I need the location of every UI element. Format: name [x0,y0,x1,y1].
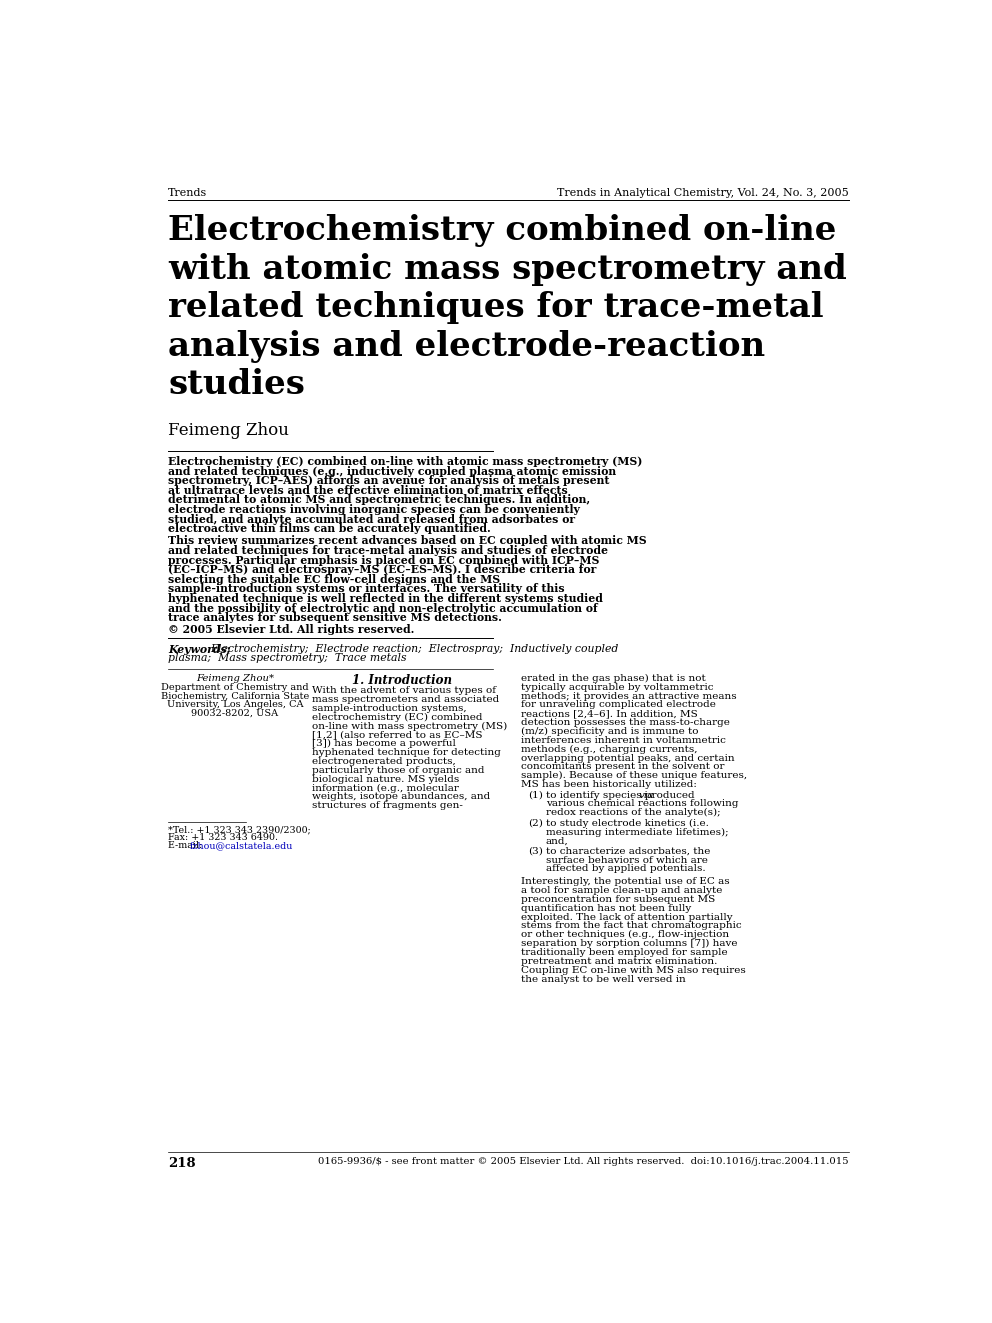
Text: separation by sorption columns [7]) have: separation by sorption columns [7]) have [521,939,737,949]
Text: selecting the suitable EC flow-cell designs and the MS: selecting the suitable EC flow-cell desi… [169,574,500,585]
Text: (EC–ICP–MS) and electrospray–MS (EC–ES–MS). I describe criteria for: (EC–ICP–MS) and electrospray–MS (EC–ES–M… [169,564,596,576]
Text: electrogenerated products,: electrogenerated products, [311,757,455,766]
Text: various chemical reactions following: various chemical reactions following [546,799,738,808]
Text: measuring intermediate lifetimes);: measuring intermediate lifetimes); [546,827,728,836]
Text: Biochemistry, California State: Biochemistry, California State [161,692,309,701]
Text: for unraveling complicated electrode: for unraveling complicated electrode [521,700,715,709]
Text: Department of Chemistry and: Department of Chemistry and [161,683,309,692]
Text: the analyst to be well versed in: the analyst to be well versed in [521,975,685,983]
Text: processes. Particular emphasis is placed on EC combined with ICP–MS: processes. Particular emphasis is placed… [169,554,599,565]
Text: [3]) has become a powerful: [3]) has become a powerful [311,740,455,749]
Text: analysis and electrode-reaction: analysis and electrode-reaction [169,329,765,363]
Text: (3): (3) [529,847,544,856]
Text: mass spectrometers and associated: mass spectrometers and associated [311,695,499,704]
Text: surface behaviors of which are: surface behaviors of which are [546,856,707,865]
Text: quantification has not been fully: quantification has not been fully [521,904,691,913]
Text: a tool for sample clean-up and analyte: a tool for sample clean-up and analyte [521,886,722,896]
Text: Electrochemistry combined on-line: Electrochemistry combined on-line [169,214,836,247]
Text: electroactive thin films can be accurately quantified.: electroactive thin films can be accurate… [169,524,491,534]
Text: and the possibility of electrolytic and non-electrolytic accumulation of: and the possibility of electrolytic and … [169,603,598,614]
Text: to characterize adsorbates, the: to characterize adsorbates, the [546,847,710,856]
Text: structures of fragments gen-: structures of fragments gen- [311,802,462,810]
Text: trace analytes for subsequent sensitive MS detections.: trace analytes for subsequent sensitive … [169,613,502,623]
Text: (m/z) specificity and is immune to: (m/z) specificity and is immune to [521,728,698,736]
Text: and,: and, [546,836,568,845]
Text: affected by applied potentials.: affected by applied potentials. [546,864,705,873]
Text: sample-introduction systems,: sample-introduction systems, [311,704,466,713]
Text: *Tel.: +1 323 343 2390/2300;: *Tel.: +1 323 343 2390/2300; [169,826,310,835]
Text: hyphenated technique is well reflected in the different systems studied: hyphenated technique is well reflected i… [169,593,603,605]
Text: plasma;  Mass spectrometry;  Trace metals: plasma; Mass spectrometry; Trace metals [169,654,407,664]
Text: electrode reactions involving inorganic species can be conveniently: electrode reactions involving inorganic … [169,504,580,515]
Text: electrochemistry (EC) combined: electrochemistry (EC) combined [311,713,482,722]
Text: on-line with mass spectrometry (MS): on-line with mass spectrometry (MS) [311,721,507,730]
Text: hyphenated technique for detecting: hyphenated technique for detecting [311,749,500,757]
Text: pretreatment and matrix elimination.: pretreatment and matrix elimination. [521,957,717,966]
Text: to identify species produced: to identify species produced [546,791,697,799]
Text: concomitants present in the solvent or: concomitants present in the solvent or [521,762,724,771]
Text: with atomic mass spectrometry and: with atomic mass spectrometry and [169,253,847,286]
Text: Keywords:: Keywords: [169,644,231,655]
Text: traditionally been employed for sample: traditionally been employed for sample [521,949,727,957]
Text: (2): (2) [529,819,544,828]
Text: University, Los Angeles, CA: University, Los Angeles, CA [167,700,304,709]
Text: typically acquirable by voltammetric: typically acquirable by voltammetric [521,683,713,692]
Text: or other techniques (e.g., flow-injection: or other techniques (e.g., flow-injectio… [521,930,729,939]
Text: Coupling EC on-line with MS also requires: Coupling EC on-line with MS also require… [521,966,746,975]
Text: studies: studies [169,368,306,401]
Text: detrimental to atomic MS and spectrometric techniques. In addition,: detrimental to atomic MS and spectrometr… [169,495,590,505]
Text: 1. Introduction: 1. Introduction [352,673,452,687]
Text: sample-introduction systems or interfaces. The versatility of this: sample-introduction systems or interface… [169,583,564,594]
Text: Interestingly, the potential use of EC as: Interestingly, the potential use of EC a… [521,877,729,886]
Text: at ultratrace levels and the effective elimination of matrix effects: at ultratrace levels and the effective e… [169,484,568,496]
Text: related techniques for trace-metal: related techniques for trace-metal [169,291,823,324]
Text: preconcentration for subsequent MS: preconcentration for subsequent MS [521,894,715,904]
Text: fzhou@calstatela.edu: fzhou@calstatela.edu [189,841,294,849]
Text: E-mail:: E-mail: [169,841,205,849]
Text: Feimeng Zhou: Feimeng Zhou [169,422,289,439]
Text: [1,2] (also referred to as EC–MS: [1,2] (also referred to as EC–MS [311,730,482,740]
Text: © 2005 Elsevier Ltd. All rights reserved.: © 2005 Elsevier Ltd. All rights reserved… [169,624,415,635]
Text: Electrochemistry;  Electrode reaction;  Electrospray;  Inductively coupled: Electrochemistry; Electrode reaction; El… [210,644,618,654]
Text: and related techniques (e.g., inductively coupled plasma atomic emission: and related techniques (e.g., inductivel… [169,466,616,476]
Text: (1): (1) [529,791,544,799]
Text: exploited. The lack of attention partially: exploited. The lack of attention partial… [521,913,732,922]
Text: via: via [639,791,655,799]
Text: to study electrode kinetics (i.e.: to study electrode kinetics (i.e. [546,819,708,828]
Text: methods; it provides an attractive means: methods; it provides an attractive means [521,692,736,701]
Text: With the advent of various types of: With the advent of various types of [311,687,496,695]
Text: Trends in Analytical Chemistry, Vol. 24, No. 3, 2005: Trends in Analytical Chemistry, Vol. 24,… [557,188,848,198]
Text: detection possesses the mass-to-charge: detection possesses the mass-to-charge [521,718,730,728]
Text: spectrometry, ICP–AES) affords an avenue for analysis of metals present: spectrometry, ICP–AES) affords an avenue… [169,475,610,487]
Text: MS has been historically utilized:: MS has been historically utilized: [521,781,696,789]
Text: redox reactions of the analyte(s);: redox reactions of the analyte(s); [546,808,720,818]
Text: interferences inherent in voltammetric: interferences inherent in voltammetric [521,736,726,745]
Text: This review summarizes recent advances based on EC coupled with atomic MS: This review summarizes recent advances b… [169,536,647,546]
Text: and related techniques for trace-metal analysis and studies of electrode: and related techniques for trace-metal a… [169,545,608,556]
Text: reactions [2,4–6]. In addition, MS: reactions [2,4–6]. In addition, MS [521,709,697,718]
Text: weights, isotope abundances, and: weights, isotope abundances, and [311,792,490,802]
Text: methods (e.g., charging currents,: methods (e.g., charging currents, [521,745,697,754]
Text: overlapping potential peaks, and certain: overlapping potential peaks, and certain [521,754,734,762]
Text: erated in the gas phase) that is not: erated in the gas phase) that is not [521,673,705,683]
Text: information (e.g., molecular: information (e.g., molecular [311,783,458,792]
Text: stems from the fact that chromatographic: stems from the fact that chromatographic [521,921,741,930]
Text: 0165-9936/$ - see front matter © 2005 Elsevier Ltd. All rights reserved.  doi:10: 0165-9936/$ - see front matter © 2005 El… [318,1156,848,1166]
Text: Feimeng Zhou*: Feimeng Zhou* [195,673,274,683]
Text: sample). Because of these unique features,: sample). Because of these unique feature… [521,771,747,781]
Text: biological nature. MS yields: biological nature. MS yields [311,775,458,783]
Text: Fax: +1 323 343 6490.: Fax: +1 323 343 6490. [169,833,278,843]
Text: particularly those of organic and: particularly those of organic and [311,766,484,775]
Text: studied, and analyte accumulated and released from adsorbates or: studied, and analyte accumulated and rel… [169,513,575,525]
Text: Electrochemistry (EC) combined on-line with atomic mass spectrometry (MS): Electrochemistry (EC) combined on-line w… [169,456,643,467]
Text: 90032-8202, USA: 90032-8202, USA [191,709,279,717]
Text: 218: 218 [169,1156,195,1170]
Text: Trends: Trends [169,188,207,198]
